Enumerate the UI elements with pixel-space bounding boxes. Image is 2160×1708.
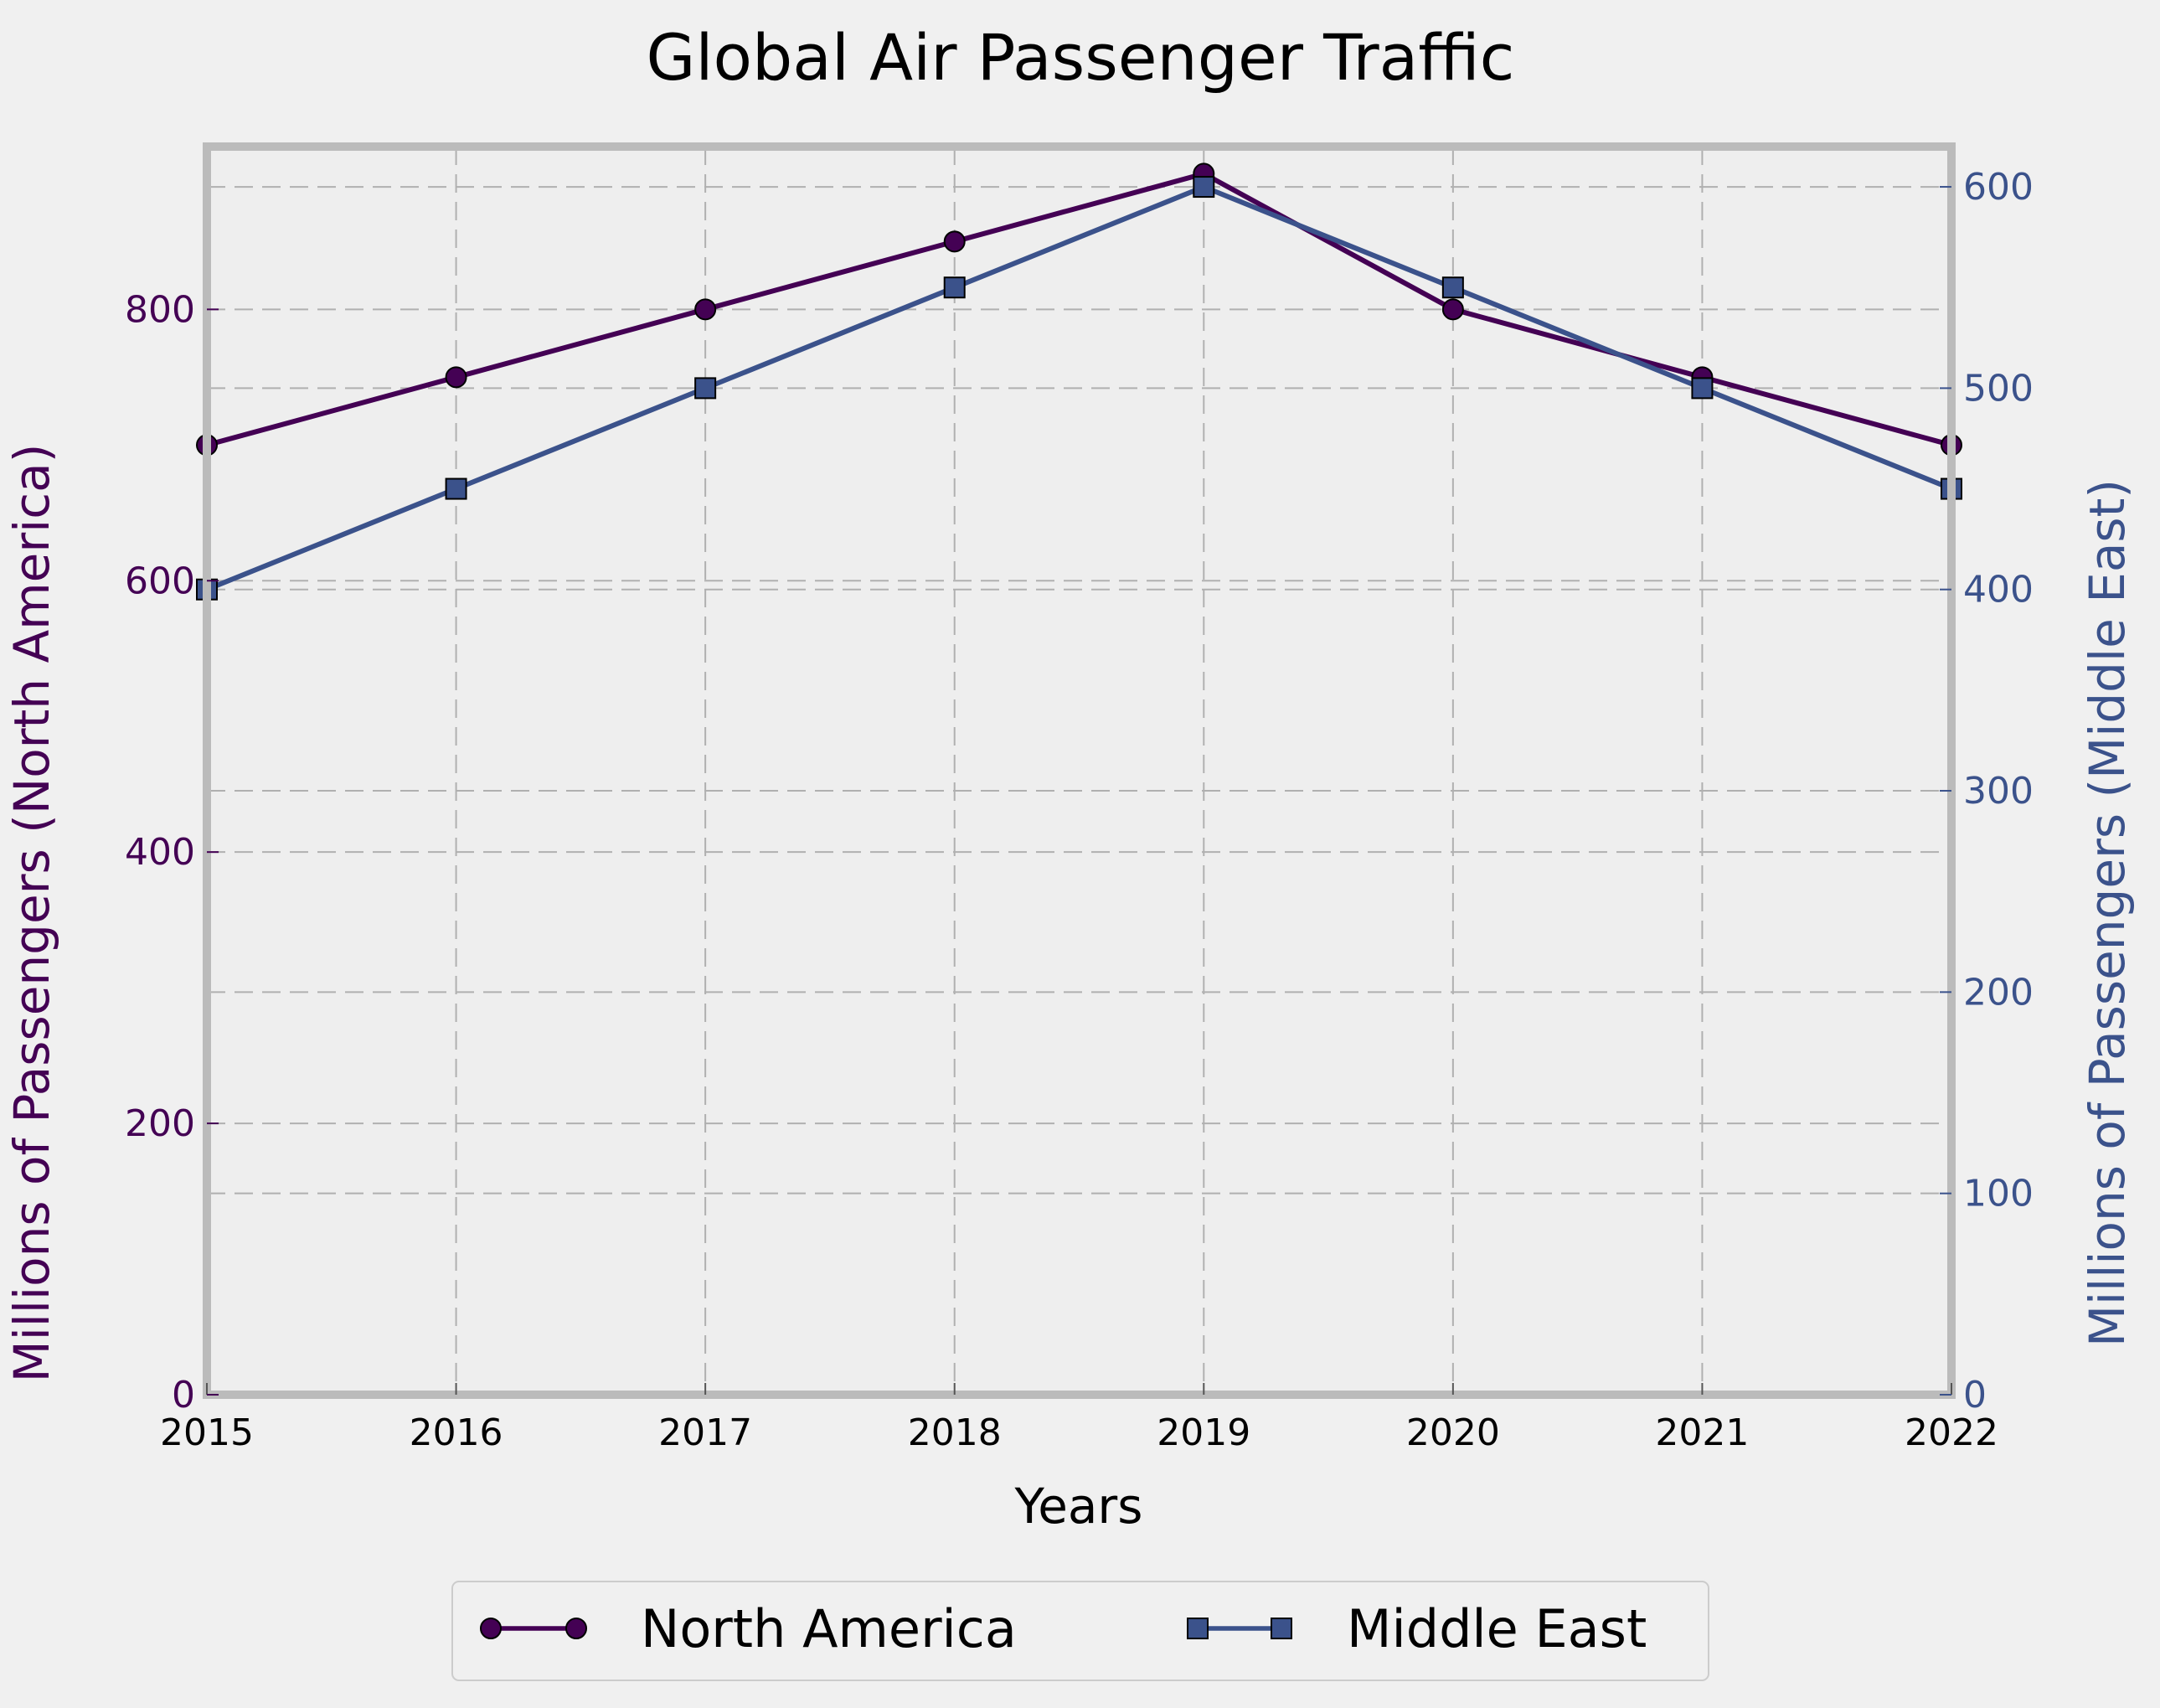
right-y-axis-title: Millions of Passengers (Middle East): [2079, 479, 2136, 1347]
series-line-north-america: [206, 171, 1952, 448]
x-tick-label: 2019: [1157, 1411, 1250, 1454]
plot-area: [196, 142, 1962, 1399]
right-y-tick-label: 600: [1963, 166, 2034, 209]
legend-label-north-america: North America: [641, 1598, 1017, 1659]
x-tick-label: 2021: [1655, 1411, 1749, 1454]
x-axis-title: Years: [1013, 1478, 1142, 1535]
series-line-middle-east: [205, 184, 1953, 592]
legend-box: [451, 1581, 1709, 1681]
legend-marker-north-america: [480, 1618, 502, 1639]
right-y-tick-label: 400: [1963, 569, 2034, 611]
data-point-north-america: [694, 298, 717, 321]
left-y-tick-label: 0: [172, 1374, 195, 1416]
plot-frame: [203, 142, 1956, 1399]
right-y-tick-label: 0: [1963, 1374, 1987, 1416]
left-y-axis-ticks: 0 200 400 600 800: [125, 288, 219, 1416]
x-tick-label: 2015: [160, 1411, 254, 1454]
x-tick-label: 2016: [410, 1411, 503, 1454]
series-layer: [196, 163, 1962, 601]
data-point-north-america: [943, 230, 966, 253]
data-point-middle-east: [445, 477, 467, 500]
legend-label-middle-east: Middle East: [1347, 1598, 1647, 1659]
x-tick-label: 2017: [658, 1411, 752, 1454]
left-y-axis-title: Millions of Passengers (North America): [3, 444, 60, 1383]
right-y-tick-label: 500: [1963, 367, 2034, 410]
x-axis-ticks: 2015 2016 2017 2018 2019 2020 2021 2022: [160, 1383, 1998, 1454]
plot-background: [207, 147, 1951, 1395]
legend-marker-north-america-end: [565, 1618, 587, 1639]
left-y-tick-label: 600: [125, 560, 195, 602]
right-y-axis-ticks: 0 100 200 300 400 500 600: [1940, 166, 2034, 1416]
left-y-tick-label: 200: [125, 1102, 195, 1145]
data-point-middle-east: [1441, 276, 1464, 299]
data-point-middle-east: [943, 276, 966, 299]
data-point-north-america: [445, 366, 467, 389]
data-point-middle-east: [1691, 377, 1714, 400]
right-y-tick-label: 300: [1963, 770, 2034, 813]
right-y-tick-label: 200: [1963, 971, 2034, 1014]
legend: North America Middle East: [451, 1581, 1709, 1681]
left-y-tick-label: 800: [125, 288, 195, 331]
data-point-middle-east: [1193, 176, 1215, 199]
x-tick-label: 2018: [908, 1411, 1002, 1454]
right-y-tick-label: 100: [1963, 1173, 2034, 1215]
data-point-middle-east: [694, 377, 717, 400]
data-point-north-america: [1441, 298, 1464, 321]
legend-marker-middle-east: [1187, 1618, 1209, 1639]
legend-marker-middle-east-end: [1271, 1618, 1292, 1639]
x-tick-label: 2020: [1406, 1411, 1500, 1454]
x-tick-label: 2022: [1905, 1411, 1998, 1454]
chart-title: Global Air Passenger Traffic: [647, 20, 1515, 95]
left-y-tick-label: 400: [125, 831, 195, 874]
